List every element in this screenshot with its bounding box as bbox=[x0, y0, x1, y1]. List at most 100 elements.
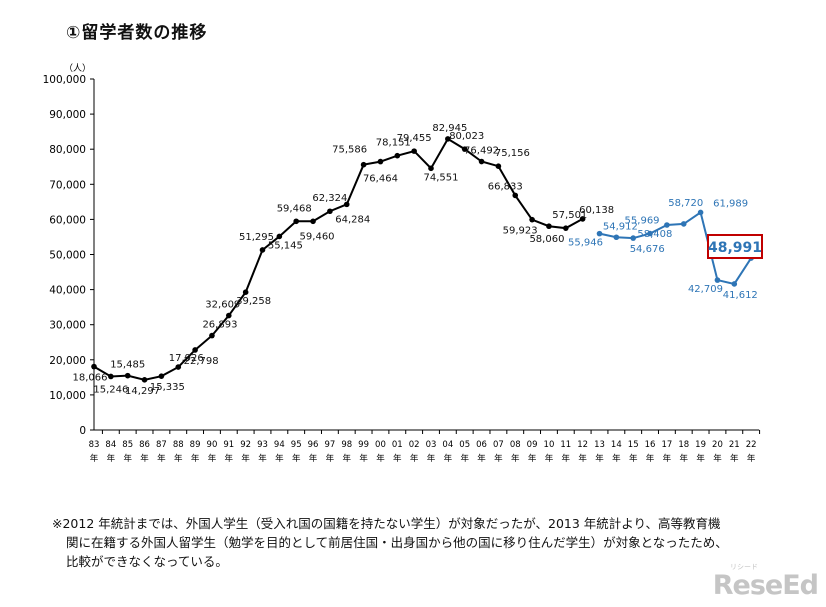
x-tick-suffix: 年 bbox=[123, 453, 132, 464]
data-point bbox=[630, 235, 636, 241]
x-tick-label: 98 bbox=[341, 440, 352, 450]
data-label: 42,709 bbox=[688, 284, 723, 295]
x-tick-suffix: 年 bbox=[494, 453, 503, 464]
data-label: 76,492 bbox=[464, 146, 499, 157]
x-tick-suffix: 年 bbox=[359, 453, 368, 464]
data-label: 59,468 bbox=[277, 203, 312, 214]
x-tick-suffix: 年 bbox=[157, 453, 166, 464]
data-label: 75,586 bbox=[332, 145, 367, 156]
x-tick-suffix: 年 bbox=[477, 453, 486, 464]
data-label: 41,612 bbox=[723, 290, 758, 301]
footnote: ※2012 年統計までは、外国人学生（受入れ国の国籍を持たない学生）が対象だった… bbox=[52, 514, 812, 571]
data-point bbox=[647, 230, 653, 237]
data-point bbox=[680, 221, 687, 227]
x-tick-label: 17 bbox=[661, 440, 672, 450]
data-label: 74,551 bbox=[424, 172, 459, 183]
x-tick-label: 96 bbox=[308, 440, 319, 450]
data-label: 58,060 bbox=[529, 234, 564, 245]
data-point bbox=[310, 218, 316, 225]
y-unit-label: （人） bbox=[64, 63, 91, 74]
x-tick-label: 10 bbox=[544, 440, 555, 450]
x-tick-suffix: 年 bbox=[309, 453, 318, 464]
x-tick-suffix: 年 bbox=[292, 453, 301, 464]
x-tick-label: 05 bbox=[459, 440, 470, 450]
y-tick-label: 10,000 bbox=[49, 390, 86, 402]
data-label: 80,023 bbox=[449, 131, 484, 142]
x-tick-suffix: 年 bbox=[747, 453, 756, 464]
x-tick-label: 87 bbox=[156, 440, 167, 450]
y-tick-label: 90,000 bbox=[49, 109, 86, 121]
data-point bbox=[276, 233, 283, 240]
x-tick-label: 16 bbox=[645, 440, 656, 450]
data-point bbox=[579, 216, 586, 222]
highlight-box bbox=[707, 234, 763, 259]
x-tick-suffix: 年 bbox=[326, 453, 335, 464]
y-tick-label: 100,000 bbox=[43, 74, 86, 86]
data-point bbox=[226, 312, 232, 319]
highlight-data-label: 48,991 bbox=[708, 240, 762, 256]
data-point bbox=[563, 225, 569, 231]
x-tick-suffix: 年 bbox=[90, 453, 99, 464]
x-tick-suffix: 年 bbox=[258, 453, 267, 464]
x-tick-label: 09 bbox=[527, 440, 538, 450]
data-label: 78,151 bbox=[376, 138, 411, 149]
data-point bbox=[259, 247, 266, 253]
y-tick-label: 40,000 bbox=[49, 285, 86, 297]
data-point bbox=[478, 158, 485, 165]
x-tick-suffix: 年 bbox=[511, 453, 520, 464]
data-point bbox=[697, 209, 704, 216]
data-point bbox=[512, 192, 519, 199]
footnote-line-3: 比較ができなくなっている。 bbox=[66, 554, 228, 569]
x-tick-label: 86 bbox=[139, 440, 150, 450]
data-label: 60,138 bbox=[579, 205, 614, 216]
y-tick-label: 0 bbox=[79, 425, 86, 437]
x-tick-label: 83 bbox=[89, 440, 100, 450]
x-tick-suffix: 年 bbox=[528, 453, 537, 464]
data-point bbox=[411, 148, 417, 154]
data-point bbox=[360, 161, 367, 168]
data-label: 66,833 bbox=[488, 181, 523, 192]
x-tick-label: 08 bbox=[510, 440, 521, 450]
data-point bbox=[461, 146, 468, 152]
data-label: 14,297 bbox=[125, 386, 160, 397]
y-tick-label: 60,000 bbox=[49, 214, 86, 226]
data-label: 54,912 bbox=[603, 221, 638, 232]
x-tick-label: 04 bbox=[442, 440, 453, 450]
data-label: 58,408 bbox=[637, 229, 672, 240]
data-label: 15,485 bbox=[110, 360, 145, 371]
x-tick-label: 89 bbox=[190, 440, 201, 450]
data-label: 61,989 bbox=[713, 198, 748, 209]
x-tick-label: 21 bbox=[729, 440, 740, 450]
data-point bbox=[209, 332, 215, 339]
data-point bbox=[293, 218, 300, 225]
data-label: 15,335 bbox=[150, 382, 185, 393]
x-tick-label: 15 bbox=[628, 440, 639, 450]
x-tick-label: 07 bbox=[493, 440, 504, 450]
x-tick-label: 00 bbox=[375, 440, 386, 450]
data-label: 59,923 bbox=[503, 226, 538, 237]
x-tick-suffix: 年 bbox=[376, 453, 385, 464]
data-label: 26,893 bbox=[202, 320, 237, 331]
data-point bbox=[91, 363, 97, 370]
x-tick-label: 97 bbox=[324, 440, 335, 450]
x-tick-suffix: 年 bbox=[107, 453, 116, 464]
data-label: 57,501 bbox=[552, 210, 587, 221]
x-tick-label: 20 bbox=[712, 440, 723, 450]
x-tick-suffix: 年 bbox=[730, 453, 739, 464]
chart-series bbox=[91, 136, 754, 383]
y-tick-label: 80,000 bbox=[49, 144, 86, 156]
data-point bbox=[242, 289, 249, 296]
x-tick-suffix: 年 bbox=[612, 453, 621, 464]
data-point bbox=[343, 201, 350, 208]
data-label: 76,464 bbox=[363, 174, 398, 185]
data-label: 55,969 bbox=[625, 216, 660, 227]
y-tick-label: 50,000 bbox=[49, 250, 86, 262]
x-tick-suffix: 年 bbox=[191, 453, 200, 464]
x-tick-label: 84 bbox=[105, 440, 116, 450]
data-point bbox=[445, 136, 451, 142]
data-point bbox=[428, 165, 434, 172]
series-line-1 bbox=[93, 137, 584, 381]
data-point bbox=[546, 223, 552, 230]
x-tick-suffix: 年 bbox=[208, 453, 217, 464]
